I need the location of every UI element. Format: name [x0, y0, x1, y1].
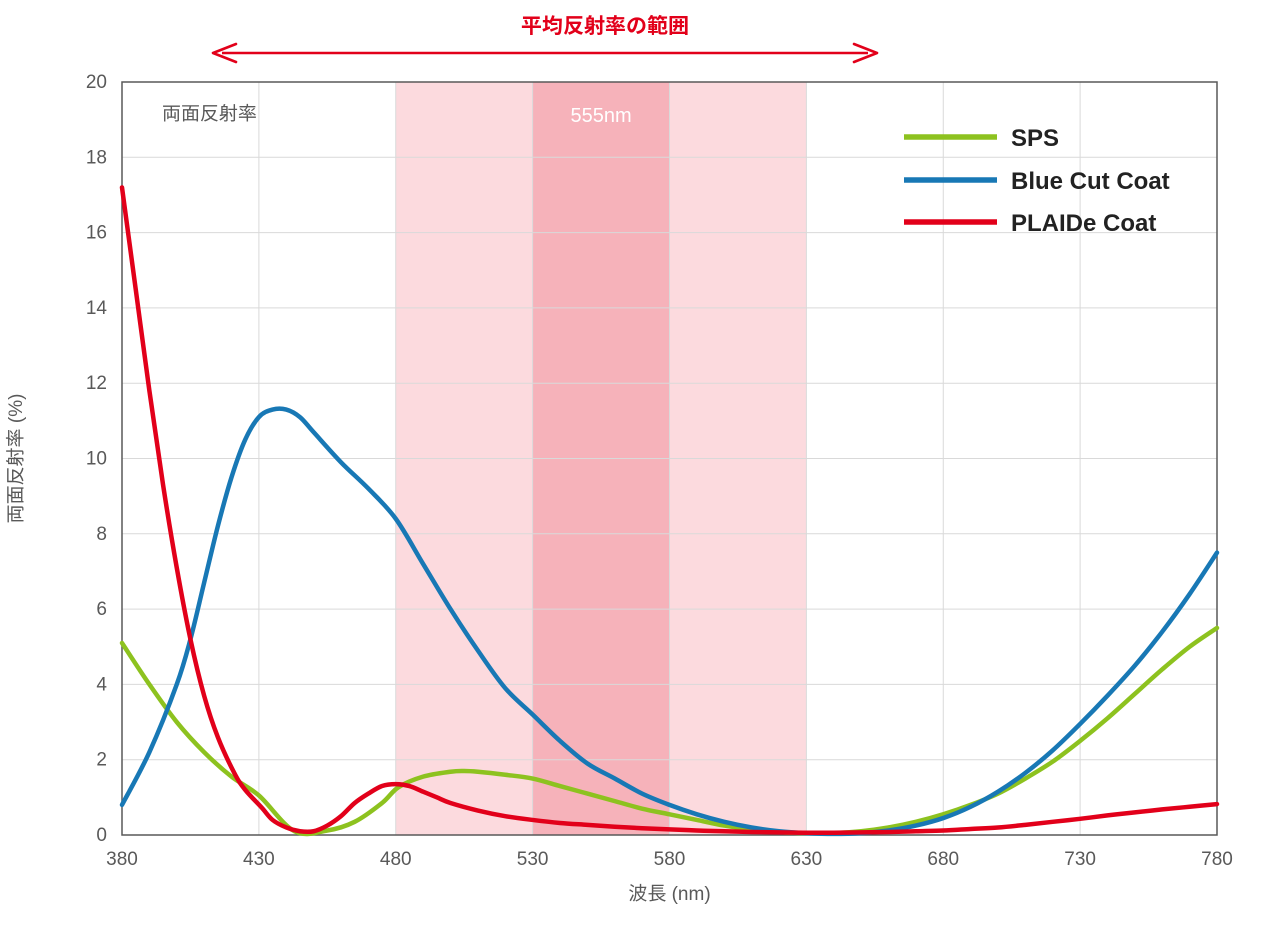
svg-text:14: 14 — [86, 298, 108, 319]
svg-text:両面反射率: 両面反射率 — [162, 104, 257, 125]
svg-text:430: 430 — [243, 849, 275, 870]
svg-text:780: 780 — [1201, 849, 1233, 870]
svg-text:730: 730 — [1064, 849, 1096, 870]
svg-text:18: 18 — [86, 147, 107, 168]
svg-text:555nm: 555nm — [570, 105, 631, 127]
svg-text:380: 380 — [106, 849, 138, 870]
svg-text:PLAIDe Coat: PLAIDe Coat — [1011, 210, 1156, 237]
svg-text:0: 0 — [96, 825, 107, 846]
svg-text:480: 480 — [380, 849, 412, 870]
svg-text:6: 6 — [96, 599, 107, 620]
svg-text:630: 630 — [791, 849, 823, 870]
svg-text:両面反射率 (%): 両面反射率 (%) — [6, 394, 27, 524]
svg-text:8: 8 — [96, 524, 107, 545]
svg-text:SPS: SPS — [1011, 125, 1059, 152]
svg-text:16: 16 — [86, 223, 107, 244]
svg-text:Blue Cut Coat: Blue Cut Coat — [1011, 168, 1170, 195]
svg-text:12: 12 — [86, 373, 107, 394]
svg-text:2: 2 — [96, 750, 107, 771]
svg-text:4: 4 — [96, 674, 107, 695]
svg-text:580: 580 — [654, 849, 686, 870]
svg-text:10: 10 — [86, 449, 107, 470]
svg-text:平均反射率の範囲: 平均反射率の範囲 — [521, 14, 689, 38]
svg-text:530: 530 — [517, 849, 549, 870]
svg-text:680: 680 — [927, 849, 959, 870]
svg-text:20: 20 — [86, 72, 107, 93]
svg-text:波長 (nm): 波長 (nm) — [628, 884, 710, 905]
